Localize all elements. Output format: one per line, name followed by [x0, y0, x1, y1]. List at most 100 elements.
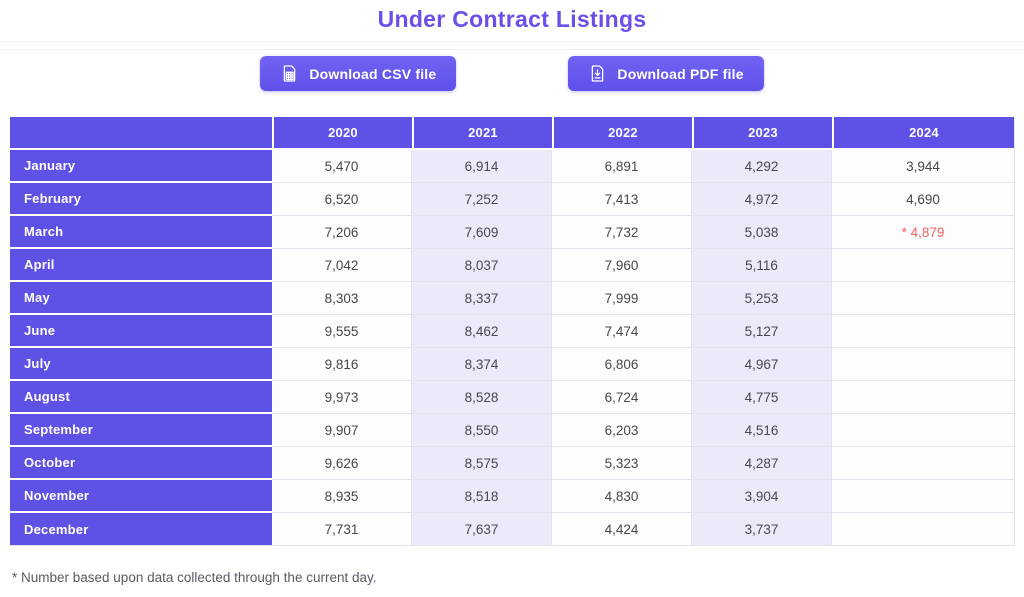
value-cell: 7,042 [272, 249, 412, 282]
value-cell [832, 513, 1014, 545]
value-cell [832, 381, 1014, 414]
page-title: Under Contract Listings [377, 6, 647, 32]
value-cell: 7,413 [552, 183, 692, 216]
value-cell: 7,960 [552, 249, 692, 282]
value-cell [832, 249, 1014, 282]
value-cell [832, 315, 1014, 348]
value-cell: 4,292 [692, 150, 832, 183]
value-cell: 7,732 [552, 216, 692, 249]
value-cell: 7,252 [412, 183, 552, 216]
table-row: November 8,935 8,518 4,830 3,904 [10, 480, 1014, 513]
month-label: February [10, 183, 272, 216]
value-cell: 8,935 [272, 480, 412, 513]
value-cell: 7,609 [412, 216, 552, 249]
table-row: March 7,206 7,609 7,732 5,038 * 4,879 [10, 216, 1014, 249]
value-cell: 4,424 [552, 513, 692, 545]
month-label: January [10, 150, 272, 183]
table-row: July 9,816 8,374 6,806 4,967 [10, 348, 1014, 381]
month-label: September [10, 414, 272, 447]
value-cell [832, 348, 1014, 381]
year-header-2023: 2023 [692, 117, 832, 150]
value-cell: 3,944 [832, 150, 1014, 183]
value-cell: 4,972 [692, 183, 832, 216]
month-label: April [10, 249, 272, 282]
value-cell: 8,337 [412, 282, 552, 315]
value-cell [832, 282, 1014, 315]
value-cell: 8,575 [412, 447, 552, 480]
download-csv-button[interactable]: Download CSV file [260, 56, 457, 91]
value-cell: * 4,879 [832, 216, 1014, 249]
table-row: August 9,973 8,528 6,724 4,775 [10, 381, 1014, 414]
value-cell [832, 414, 1014, 447]
table-header: 2020 2021 2022 2023 2024 [10, 117, 1014, 150]
month-label: August [10, 381, 272, 414]
table-row: September 9,907 8,550 6,203 4,516 [10, 414, 1014, 447]
value-cell: 9,816 [272, 348, 412, 381]
year-header-2022: 2022 [552, 117, 692, 150]
value-cell: 8,374 [412, 348, 552, 381]
value-cell: 6,203 [552, 414, 692, 447]
value-cell: 4,516 [692, 414, 832, 447]
header-row: 2020 2021 2022 2023 2024 [10, 117, 1014, 150]
value-cell: 8,037 [412, 249, 552, 282]
table-row: October 9,626 8,575 5,323 4,287 [10, 447, 1014, 480]
footnote: * Number based upon data collected throu… [12, 570, 377, 585]
month-label: December [10, 513, 272, 545]
value-cell: 8,303 [272, 282, 412, 315]
value-cell: 4,830 [552, 480, 692, 513]
year-header-2024: 2024 [832, 117, 1014, 150]
value-cell: 9,555 [272, 315, 412, 348]
value-cell: 7,474 [552, 315, 692, 348]
month-label: October [10, 447, 272, 480]
value-cell: 7,731 [272, 513, 412, 545]
table-row: January 5,470 6,914 6,891 4,292 3,944 [10, 150, 1014, 183]
value-cell: 8,550 [412, 414, 552, 447]
value-cell: 9,907 [272, 414, 412, 447]
page: Under Contract Listings Download CSV fil… [0, 6, 1024, 585]
table-row: February 6,520 7,252 7,413 4,972 4,690 [10, 183, 1014, 216]
download-csv-label: Download CSV file [309, 65, 437, 82]
table-row: December 7,731 7,637 4,424 3,737 [10, 513, 1014, 545]
value-cell [832, 480, 1014, 513]
month-label: November [10, 480, 272, 513]
value-cell: 8,462 [412, 315, 552, 348]
value-cell: 5,127 [692, 315, 832, 348]
value-cell: 4,775 [692, 381, 832, 414]
corner-cell [10, 117, 272, 150]
year-header-2020: 2020 [272, 117, 412, 150]
value-cell: 4,287 [692, 447, 832, 480]
download-pdf-button[interactable]: Download PDF file [568, 56, 764, 91]
value-cell: 9,626 [272, 447, 412, 480]
value-cell: 7,637 [412, 513, 552, 545]
month-label: May [10, 282, 272, 315]
value-cell: 8,528 [412, 381, 552, 414]
csv-spreadsheet-icon [280, 64, 299, 83]
listings-table: 2020 2021 2022 2023 2024 January 5,470 6,914 6,… [10, 117, 1015, 546]
value-cell: 5,116 [692, 249, 832, 282]
divider [0, 49, 1024, 50]
table-body: January 5,470 6,914 6,891 4,292 3,944 February… [10, 150, 1014, 545]
table-row: April 7,042 8,037 7,960 5,116 [10, 249, 1014, 282]
value-cell: 3,904 [692, 480, 832, 513]
value-cell: 4,690 [832, 183, 1014, 216]
value-cell: 5,038 [692, 216, 832, 249]
month-label: July [10, 348, 272, 381]
download-toolbar: Download CSV file Download PDF file [0, 50, 1024, 101]
table-row: June 9,555 8,462 7,474 5,127 [10, 315, 1014, 348]
month-label: June [10, 315, 272, 348]
value-cell: 9,973 [272, 381, 412, 414]
divider [0, 41, 1024, 42]
value-cell: 6,724 [552, 381, 692, 414]
download-pdf-label: Download PDF file [617, 65, 744, 82]
value-cell: 6,891 [552, 150, 692, 183]
value-cell: 6,914 [412, 150, 552, 183]
value-cell: 7,999 [552, 282, 692, 315]
month-label: March [10, 216, 272, 249]
value-cell: 7,206 [272, 216, 412, 249]
year-header-2021: 2021 [412, 117, 552, 150]
value-cell: 5,470 [272, 150, 412, 183]
value-cell: 5,323 [552, 447, 692, 480]
value-cell: 6,520 [272, 183, 412, 216]
value-cell: 8,518 [412, 480, 552, 513]
pdf-download-icon [588, 64, 607, 83]
